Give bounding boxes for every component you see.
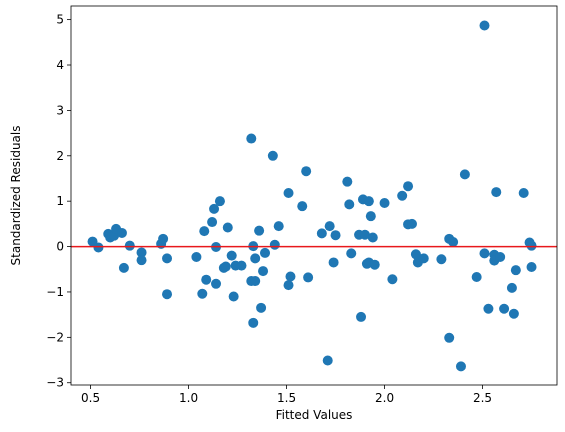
data-point — [283, 188, 294, 199]
data-point — [479, 248, 490, 259]
data-point — [379, 197, 390, 208]
data-point — [207, 217, 218, 228]
data-point — [403, 181, 414, 192]
data-point — [367, 232, 378, 243]
x-axis-ticks: 0.5 1.0 1.5 2.0 2.5 — [81, 385, 492, 405]
data-point — [228, 291, 239, 302]
x-tick-label: 2.0 — [375, 391, 394, 405]
data-point — [397, 190, 408, 201]
data-point — [356, 311, 367, 322]
data-point — [258, 266, 269, 277]
data-point — [214, 196, 225, 207]
data-point — [518, 188, 529, 199]
data-point — [250, 276, 261, 287]
data-point — [248, 317, 259, 328]
data-point — [303, 272, 314, 283]
y-tick-label: 0 — [56, 240, 64, 254]
data-point — [199, 226, 210, 237]
data-point — [448, 237, 459, 248]
data-point — [118, 262, 129, 273]
data-point — [322, 355, 333, 366]
data-point — [369, 259, 380, 270]
data-point — [236, 260, 247, 271]
data-point — [363, 196, 374, 207]
data-point — [526, 240, 537, 251]
data-point — [406, 218, 417, 229]
data-point — [283, 280, 294, 291]
data-point — [191, 252, 202, 263]
data-point — [220, 261, 231, 272]
y-tick-label: 2 — [56, 149, 64, 163]
data-point — [479, 20, 490, 31]
data-point — [418, 253, 429, 264]
y-axis-title: Standardized Residuals — [9, 126, 23, 266]
data-point — [444, 332, 455, 343]
points-layer — [87, 20, 537, 372]
data-point — [316, 228, 327, 239]
y-tick-label: 1 — [56, 194, 64, 208]
plot-area — [71, 6, 557, 385]
data-point — [499, 303, 510, 314]
data-point — [124, 240, 135, 251]
data-point — [342, 176, 353, 187]
data-point — [526, 261, 537, 272]
data-point — [483, 303, 494, 314]
y-tick-label: −3 — [46, 376, 64, 390]
x-tick-label: 0.5 — [81, 391, 100, 405]
data-point — [211, 278, 222, 289]
data-point — [328, 257, 339, 268]
data-point — [508, 308, 519, 319]
y-tick-label: −2 — [46, 330, 64, 344]
data-point — [269, 239, 280, 250]
data-point — [301, 166, 312, 177]
data-point — [346, 248, 357, 259]
data-point — [455, 361, 466, 372]
data-point — [226, 250, 237, 261]
data-point — [246, 133, 257, 144]
y-tick-label: 4 — [56, 58, 64, 72]
x-axis-title: Fitted Values — [276, 408, 353, 422]
data-point — [93, 242, 104, 253]
y-axis-ticks: −3 −2 −1 0 1 2 3 4 5 — [46, 13, 71, 390]
data-point — [471, 271, 482, 282]
data-point — [273, 221, 284, 232]
data-point — [506, 282, 517, 293]
data-point — [209, 203, 220, 214]
data-point — [459, 169, 470, 180]
data-point — [344, 199, 355, 210]
x-tick-label: 1.0 — [179, 391, 198, 405]
data-point — [162, 253, 173, 264]
x-tick-label: 1.5 — [277, 391, 296, 405]
data-point — [254, 225, 265, 236]
data-point — [136, 247, 147, 258]
data-point — [201, 274, 212, 285]
data-point — [267, 150, 278, 161]
data-point — [136, 255, 147, 266]
plot-frame — [70, 5, 558, 386]
y-tick-label: 5 — [56, 13, 64, 27]
data-point — [285, 271, 296, 282]
data-point — [260, 247, 271, 258]
data-point — [250, 253, 261, 264]
data-point — [387, 274, 398, 285]
data-point — [510, 265, 521, 276]
data-point — [359, 229, 370, 240]
data-point — [162, 289, 173, 300]
data-point — [158, 233, 169, 244]
data-point — [297, 201, 308, 212]
data-point — [256, 302, 267, 313]
data-point — [116, 227, 127, 238]
y-tick-label: 3 — [56, 103, 64, 117]
data-point — [491, 187, 502, 198]
data-point — [495, 252, 506, 263]
data-point — [197, 288, 208, 299]
data-point — [222, 222, 233, 233]
data-point — [324, 221, 335, 232]
data-point — [365, 211, 376, 222]
data-point — [330, 230, 341, 241]
y-tick-label: −1 — [46, 285, 64, 299]
data-point — [436, 254, 447, 265]
x-tick-label: 2.5 — [473, 391, 492, 405]
